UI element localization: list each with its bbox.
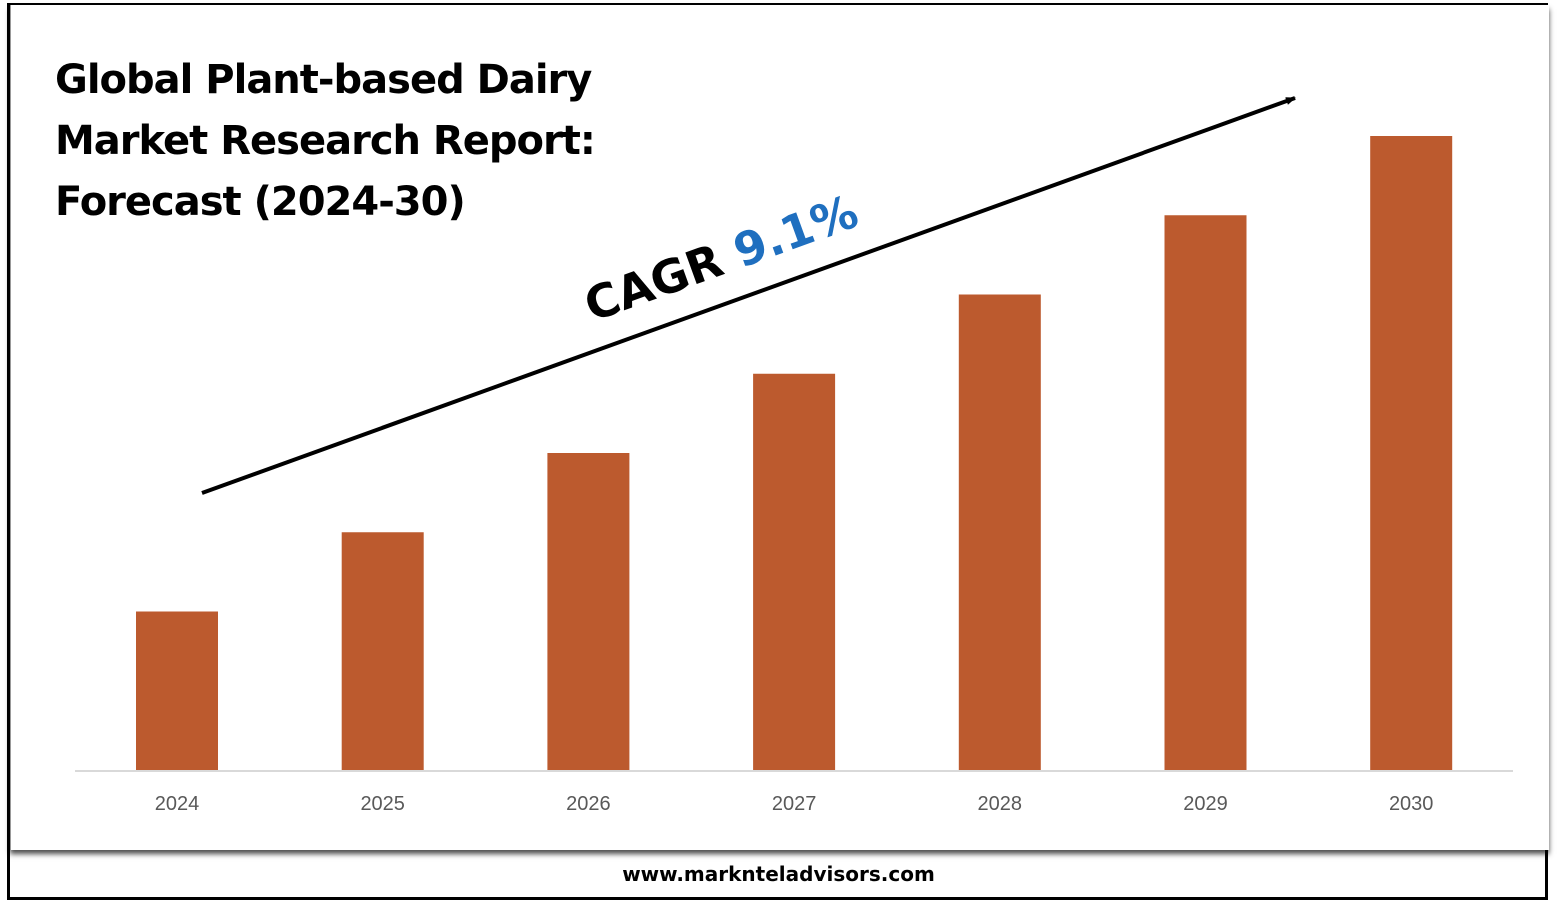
bar-2025 <box>341 532 424 770</box>
cagr-value: 9.1% <box>726 184 864 278</box>
bar-2027 <box>753 373 836 770</box>
bar-2026 <box>547 453 630 770</box>
title-line-3: Forecast (2024-30) <box>55 179 466 225</box>
x-tick-label-2028: 2028 <box>978 793 1023 815</box>
x-tick-label-2027: 2027 <box>772 793 817 815</box>
bar-2028 <box>958 294 1041 770</box>
bar-2024 <box>136 611 218 770</box>
x-tick-label-2029: 2029 <box>1183 793 1228 815</box>
x-tick-label-2024: 2024 <box>155 793 200 815</box>
bar-2029 <box>1164 215 1247 770</box>
chart-title: Global Plant-based Dairy Market Research… <box>55 50 596 233</box>
x-tick-label-2026: 2026 <box>566 793 611 815</box>
title-line-1: Global Plant-based Dairy <box>55 57 592 103</box>
bar-2030 <box>1370 136 1453 770</box>
footer-website: www.marknteladvisors.com <box>622 862 935 886</box>
trend-arrow <box>201 96 1296 495</box>
title-line-2: Market Research Report: <box>55 118 596 164</box>
x-tick-label-2025: 2025 <box>360 793 405 815</box>
x-tick-label-2030: 2030 <box>1389 793 1434 815</box>
cagr-label: CAGR <box>577 228 744 333</box>
cagr-annotation: CAGR 9.1% <box>577 184 864 332</box>
